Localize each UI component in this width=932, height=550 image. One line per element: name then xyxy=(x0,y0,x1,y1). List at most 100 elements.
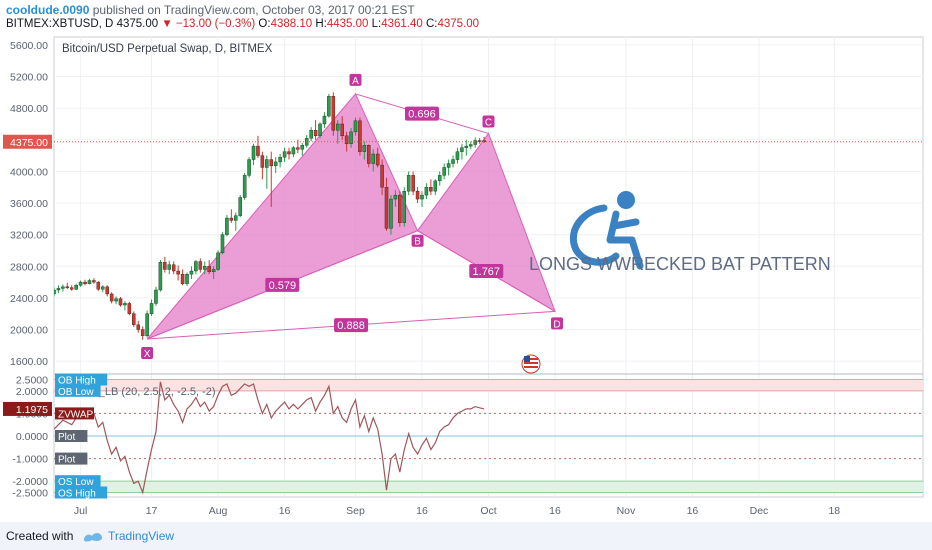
oscillator-pane xyxy=(54,381,485,495)
candle-body xyxy=(251,145,256,160)
time-tick-1: 17 xyxy=(146,505,158,517)
candle-body xyxy=(167,264,172,270)
candle-body xyxy=(464,145,469,148)
candle-10 xyxy=(96,281,101,291)
candle-body xyxy=(114,298,118,302)
candle-5 xyxy=(74,283,78,290)
open-value: 4388.10 xyxy=(270,18,313,30)
candle-29 xyxy=(180,269,185,286)
candle-50 xyxy=(273,157,278,173)
time-tick-8: Nov xyxy=(617,505,636,517)
candle-76 xyxy=(389,195,393,235)
candle-body xyxy=(424,187,429,196)
candle-97 xyxy=(482,137,486,143)
candle-body xyxy=(460,147,464,152)
candle-body xyxy=(367,145,371,164)
point-label-box-D xyxy=(551,317,564,330)
osc-tag-box-0 xyxy=(55,373,108,386)
osc-tag-6: OS High xyxy=(58,488,96,499)
symbol-label: BITMEX:XBTUSD, D xyxy=(6,18,114,30)
candle-body xyxy=(358,120,362,152)
us-flag-icon xyxy=(521,354,541,374)
price-tick-6: 3200.00 xyxy=(10,230,48,242)
price-chart[interactable]: X A B C D 0.579 0.696 1.767 0.888 LONGS WWRECKED… xyxy=(0,0,932,522)
candle-91 xyxy=(455,147,460,164)
price-tick-2: 4800.00 xyxy=(10,103,48,115)
down-triangle-icon: ▼ xyxy=(161,18,173,30)
candle-body xyxy=(282,151,287,158)
candle-body xyxy=(415,190,420,200)
candle-51 xyxy=(278,154,282,168)
osc-tag-box-5 xyxy=(55,475,101,488)
candle-body xyxy=(340,123,344,137)
candle-body xyxy=(78,281,83,286)
candle-96 xyxy=(477,138,482,144)
point-label-A: A xyxy=(352,76,359,87)
candle-body xyxy=(353,120,358,133)
candle-body xyxy=(242,175,247,198)
osc-tag-box-2 xyxy=(55,407,94,420)
candle-30 xyxy=(185,272,189,287)
created-with-label: Created with xyxy=(6,529,74,543)
candle-48 xyxy=(265,155,269,189)
price-axis[interactable]: 5600.005200.004800.004400.004000.003600.… xyxy=(3,40,52,368)
candle-body xyxy=(406,175,411,192)
candle-74 xyxy=(380,159,384,196)
candle-89 xyxy=(446,159,451,176)
candle-body xyxy=(225,217,229,235)
candle-body xyxy=(185,273,189,284)
osc-value-tag-box xyxy=(3,401,52,416)
candle-body xyxy=(278,156,282,163)
ratio-label-0: 0.579 xyxy=(269,280,297,292)
candle-body xyxy=(300,145,305,150)
time-axis[interactable]: Jul 17 Aug 16 Sep 16 Oct 16 Nov 16 Dec 18 xyxy=(74,505,840,517)
candle-body xyxy=(229,217,234,221)
author-link[interactable]: cooldude.0090 xyxy=(6,3,90,17)
price-tick-10: 1600.00 xyxy=(10,356,48,368)
last-price-tag-box xyxy=(3,134,52,149)
candle-47 xyxy=(260,151,265,180)
osc-tag-2: ZVWAP xyxy=(58,409,94,420)
candle-body xyxy=(327,96,331,117)
candle-58 xyxy=(309,127,313,142)
last-price: 4375.00 xyxy=(116,18,159,30)
candle-body xyxy=(336,123,340,131)
tradingview-brand-link[interactable]: TradingView xyxy=(108,529,175,543)
candle-body xyxy=(375,153,380,166)
candle-35 xyxy=(207,259,211,275)
candle-67 xyxy=(349,127,353,148)
point-label-box-B xyxy=(411,234,424,247)
candle-body xyxy=(69,287,74,290)
candle-63 xyxy=(331,92,336,136)
candle-body xyxy=(132,313,136,325)
candle-body xyxy=(180,273,185,284)
ratio-label-box-2 xyxy=(469,264,504,279)
price-tick-5: 3600.00 xyxy=(10,198,48,210)
oscillator-axis[interactable]: 2.50002.00001.00000.0000-1.0000-2.0000-2… xyxy=(3,373,108,500)
candle-60 xyxy=(318,122,322,139)
high-value: 4435.00 xyxy=(326,18,369,30)
candle-body xyxy=(189,270,194,275)
candle-24 xyxy=(158,259,163,292)
oscillator-line xyxy=(54,381,485,495)
candle-body xyxy=(154,289,158,304)
candle-body xyxy=(136,324,140,330)
ratio-label-box-3 xyxy=(334,318,369,333)
candle-body xyxy=(149,303,154,314)
candle-body xyxy=(198,261,203,270)
candle-27 xyxy=(171,261,176,275)
candle-body xyxy=(411,175,415,192)
candle-71 xyxy=(367,144,371,168)
point-label-B: B xyxy=(414,237,421,248)
candle-body xyxy=(92,280,96,283)
candle-6 xyxy=(78,280,83,287)
price-tick-4: 4000.00 xyxy=(10,166,48,178)
candle-4 xyxy=(69,285,74,291)
candle-body xyxy=(118,298,123,306)
candle-body xyxy=(384,187,389,229)
time-tick-6: Oct xyxy=(480,505,496,517)
candle-85 xyxy=(429,179,433,196)
osc-tick-5: -2.0000 xyxy=(12,476,48,488)
candle-77 xyxy=(393,190,398,207)
candle-body xyxy=(331,96,336,131)
